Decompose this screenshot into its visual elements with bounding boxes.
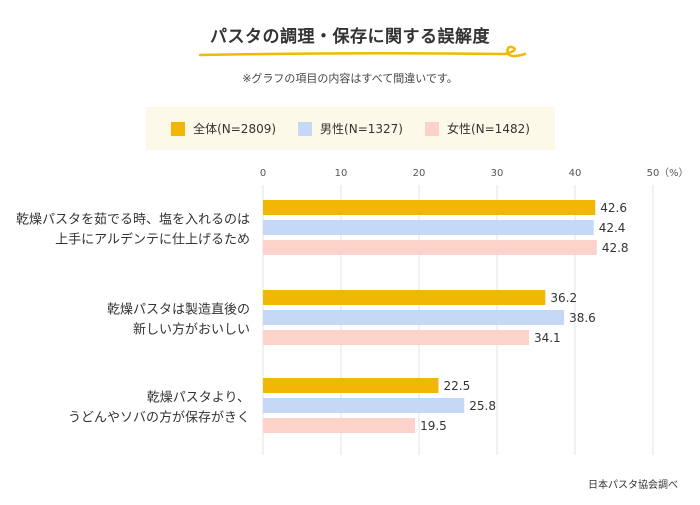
legend-label-female: 女性(N=1482) [446, 122, 530, 136]
legend-item-all: 全体(N=2809) [171, 120, 276, 137]
title-underline [198, 45, 527, 58]
bar [263, 290, 546, 305]
legend-swatch-female [424, 121, 439, 136]
legend-swatch-all [171, 121, 186, 136]
legend-label-all: 全体(N=2809) [193, 122, 277, 136]
category-label: 乾燥パスタは製造直後の新しい方がおいしい [107, 303, 250, 338]
title-underline-stroke [198, 45, 527, 58]
bar [263, 330, 529, 345]
legend-swatch-male [298, 121, 313, 136]
chart-note: ※グラフの項目の内容はすべて間違いです。 [242, 72, 458, 85]
legend-item-female: 女性(N=1482) [424, 120, 530, 137]
x-unit-label: （%） [659, 167, 689, 179]
legend: 全体(N=2809) 男性(N=1327) 女性(N=1482) [146, 107, 555, 150]
chart-title: パスタの調理・保存に関する誤解度 [210, 27, 490, 47]
bar [263, 240, 597, 255]
value-label: 36.2 [550, 291, 577, 305]
x-tick-label: 0 [260, 168, 266, 179]
legend-item-male: 男性(N=1327) [298, 120, 403, 137]
value-label: 34.1 [534, 331, 561, 345]
value-label: 38.6 [569, 311, 596, 325]
bar [263, 220, 594, 235]
category-label: 乾燥パスタを茹でる時、塩を入れるのは上手にアルデンテに仕上げるため [16, 213, 250, 248]
bar [263, 310, 565, 325]
category-label: 乾燥パスタより、うどんやソバの方が保存がきく [68, 391, 250, 426]
x-tick-label: 20 [413, 168, 426, 179]
x-tick-label: 30 [491, 168, 504, 179]
value-label: 25.8 [469, 399, 496, 413]
value-label: 19.5 [420, 419, 447, 433]
bar [263, 418, 416, 433]
value-label: 42.6 [600, 201, 627, 215]
bar [263, 398, 465, 413]
value-label: 22.5 [444, 379, 471, 393]
bar [263, 378, 439, 393]
legend-label-male: 男性(N=1327) [320, 122, 403, 136]
source-credit: 日本パスタ協会調べ [588, 480, 678, 491]
value-label: 42.8 [602, 241, 629, 255]
x-tick-label: 10 [335, 168, 348, 179]
x-tick-label: 50 [647, 168, 660, 179]
x-tick-label: 40 [569, 168, 582, 179]
value-label: 42.4 [599, 221, 626, 235]
bar [263, 200, 596, 215]
